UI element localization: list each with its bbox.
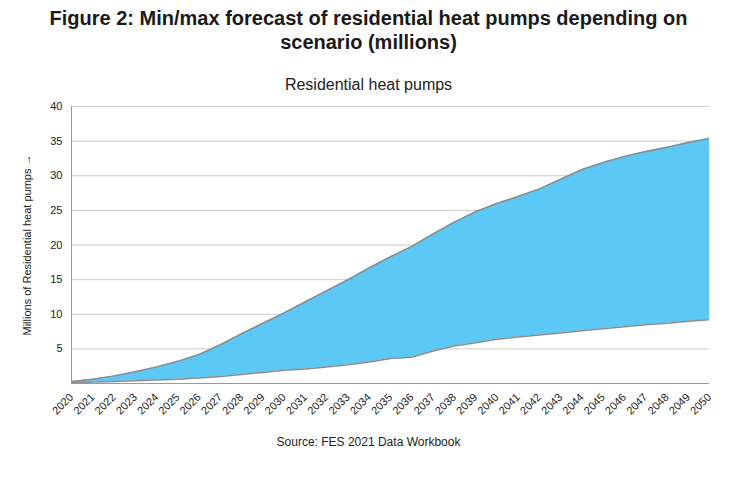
svg-text:2020: 2020 <box>49 391 75 417</box>
svg-text:2045: 2045 <box>581 391 607 417</box>
svg-text:Millions of Residential heat p: Millions of Residential heat pumps → <box>21 155 33 336</box>
svg-text:25: 25 <box>50 204 62 216</box>
svg-text:2042: 2042 <box>517 391 543 417</box>
svg-text:2031: 2031 <box>283 391 309 417</box>
svg-text:2024: 2024 <box>134 391 160 417</box>
svg-text:2046: 2046 <box>602 391 628 417</box>
svg-text:2030: 2030 <box>262 391 288 417</box>
html-text:Figure 2: Min/max forecast of: Figure 2: Min/max forecast of residentia… <box>49 7 688 53</box>
svg-text:2029: 2029 <box>241 391 267 417</box>
html-text:Source: FES 2021 Data Workbook: Source: FES 2021 Data Workbook <box>276 435 461 449</box>
svg-text:2047: 2047 <box>623 391 649 417</box>
svg-text:10: 10 <box>50 308 62 320</box>
svg-text:2034: 2034 <box>347 391 373 417</box>
svg-text:2025: 2025 <box>155 391 181 417</box>
svg-text:2028: 2028 <box>219 391 245 417</box>
svg-text:35: 35 <box>50 135 62 147</box>
svg-text:40: 40 <box>50 100 62 112</box>
svg-text:2041: 2041 <box>496 391 522 417</box>
svg-text:2036: 2036 <box>389 391 415 417</box>
svg-text:2035: 2035 <box>368 391 394 417</box>
svg-text:2050: 2050 <box>687 391 713 417</box>
svg-text:2022: 2022 <box>92 391 118 417</box>
svg-text:2048: 2048 <box>645 391 671 417</box>
svg-text:2032: 2032 <box>304 391 330 417</box>
svg-text:2026: 2026 <box>177 391 203 417</box>
svg-text:2033: 2033 <box>326 391 352 417</box>
html-text:Residential heat pumps: Residential heat pumps <box>284 76 453 93</box>
svg-text:2023: 2023 <box>113 391 139 417</box>
svg-text:30: 30 <box>50 169 62 181</box>
svg-text:20: 20 <box>50 239 62 251</box>
svg-text:2039: 2039 <box>453 391 479 417</box>
svg-text:2037: 2037 <box>411 391 437 417</box>
svg-text:2044: 2044 <box>560 391 586 417</box>
svg-text:2038: 2038 <box>432 391 458 417</box>
svg-text:2049: 2049 <box>666 391 692 417</box>
svg-text:2021: 2021 <box>70 391 96 417</box>
svg-text:5: 5 <box>56 342 62 354</box>
svg-text:15: 15 <box>50 273 62 285</box>
svg-text:2043: 2043 <box>538 391 564 417</box>
svg-text:2027: 2027 <box>198 391 224 417</box>
svg-text:2040: 2040 <box>474 391 500 417</box>
